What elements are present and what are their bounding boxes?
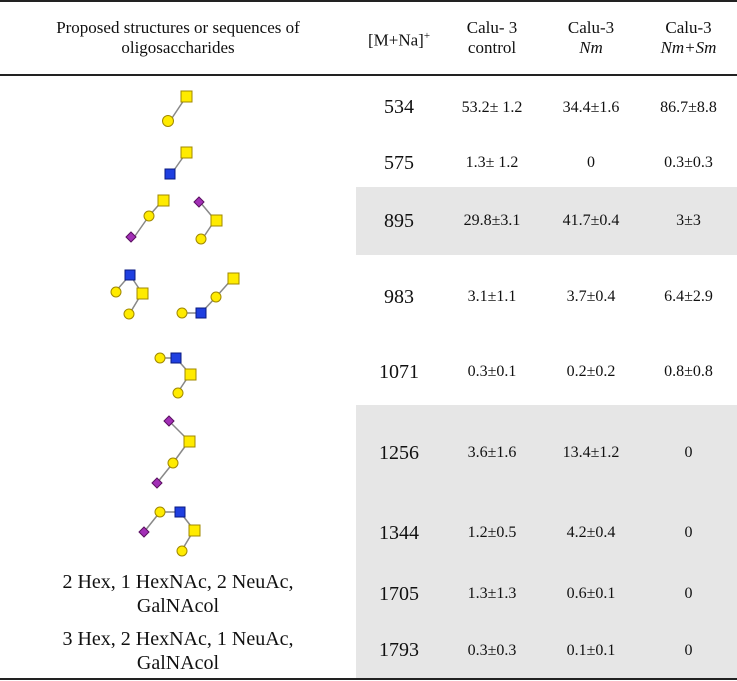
structure-cell [0,187,356,255]
table-row: 534 53.2± 1.2 34.4±1.6 86.7±8.8 [0,75,737,139]
header-mass: [M+Na]+ [356,0,442,76]
table-row: 1344 1.2±0.5 4.2±0.4 0 [0,501,737,565]
nm-cell: 0.1±0.1 [542,623,640,680]
nmsm-cell: 0.3±0.3 [664,154,713,171]
control-cell: 1.2±0.5 [442,501,542,565]
header-control: Calu- 3 control [442,0,542,76]
mass-cell: 895 [356,187,442,255]
mass-cell: 1256 [356,405,442,501]
glycan-structure-icon [164,146,193,180]
structure-text-cell: 2 Hex, 1 HexNAc, 2 NeuAc, GalNAcol [62,571,294,617]
structure-cell [0,75,356,139]
nmsm-cell: 0.8±0.8 [664,363,713,380]
nm-cell: 0.6±0.1 [542,565,640,623]
nm-cell: 0.2±0.2 [566,363,616,380]
nmsm-cell: 3±3 [640,187,737,255]
structure-text-cell: 3 Hex, 2 HexNAc, 1 NeuAc, GalNAcol [0,623,356,680]
structure-cell [0,405,356,501]
mass-cell: 1071 [379,360,419,383]
structure-cell [0,139,356,187]
mass-cell: 534 [384,96,414,118]
control-cell: 3.1±1.1 [467,288,517,305]
nmsm-cell: 0 [640,623,737,680]
table-row: 983 3.1±1.1 3.7±0.4 6.4±2.9 [0,255,737,339]
table-row: 575 1.3± 1.2 0 0.3±0.3 [0,139,737,187]
mass-cell: 1344 [356,501,442,565]
mass-cell: 575 [384,151,414,174]
table-row: 1071 0.3±0.1 0.2±0.2 0.8±0.8 [0,339,737,405]
control-cell: 1.3± 1.2 [465,154,519,171]
header-row: Proposed structures or sequences of olig… [0,0,737,76]
control-cell: 0.3±0.1 [467,363,517,380]
mass-cell: 1793 [356,623,442,680]
control-cell: 1.3±1.3 [442,565,542,623]
header-nm: Calu-3 Nm [542,0,640,76]
glycan-structure-icon [154,352,197,399]
glycan-structure-icon [138,506,201,557]
control-cell: 3.6±1.6 [442,405,542,501]
structure-cell [0,255,356,339]
nmsm-cell: 0 [640,565,737,623]
header-structures: Proposed structures or sequences of olig… [0,0,356,76]
glycan-structure-icon [110,269,240,320]
nm-cell: 41.7±0.4 [542,187,640,255]
nm-cell: 34.4±1.6 [562,98,620,116]
mass-cell: 983 [384,285,414,308]
control-cell: 53.2± 1.2 [461,98,523,116]
header-nmsm: Calu-3 Nm+Sm [640,0,737,76]
nm-cell: 13.4±1.2 [542,405,640,501]
nm-cell: 0 [587,154,595,171]
nmsm-cell: 0 [640,405,737,501]
table-row: 3 Hex, 2 HexNAc, 1 NeuAc, GalNAcol 1793 … [0,623,737,680]
nmsm-cell: 86.7±8.8 [660,98,717,116]
nmsm-cell: 6.4±2.9 [664,288,713,305]
nmsm-cell: 0 [640,501,737,565]
control-cell: 0.3±0.3 [442,623,542,680]
nm-cell: 3.7±0.4 [566,288,616,305]
glycan-structure-icon [162,90,193,127]
nm-cell: 4.2±0.4 [542,501,640,565]
table-row: 2 Hex, 1 HexNAc, 2 NeuAc, GalNAcol 1705 … [0,565,737,623]
table-row: 1256 3.6±1.6 13.4±1.2 0 [0,405,737,501]
glycan-structure-icon [125,194,223,245]
structure-cell [0,501,356,565]
table-row: 895 29.8±3.1 41.7±0.4 3±3 [0,187,737,255]
structure-cell [0,339,356,405]
mass-cell: 1705 [356,565,442,623]
control-cell: 29.8±3.1 [442,187,542,255]
glycan-structure-icon [151,415,196,489]
